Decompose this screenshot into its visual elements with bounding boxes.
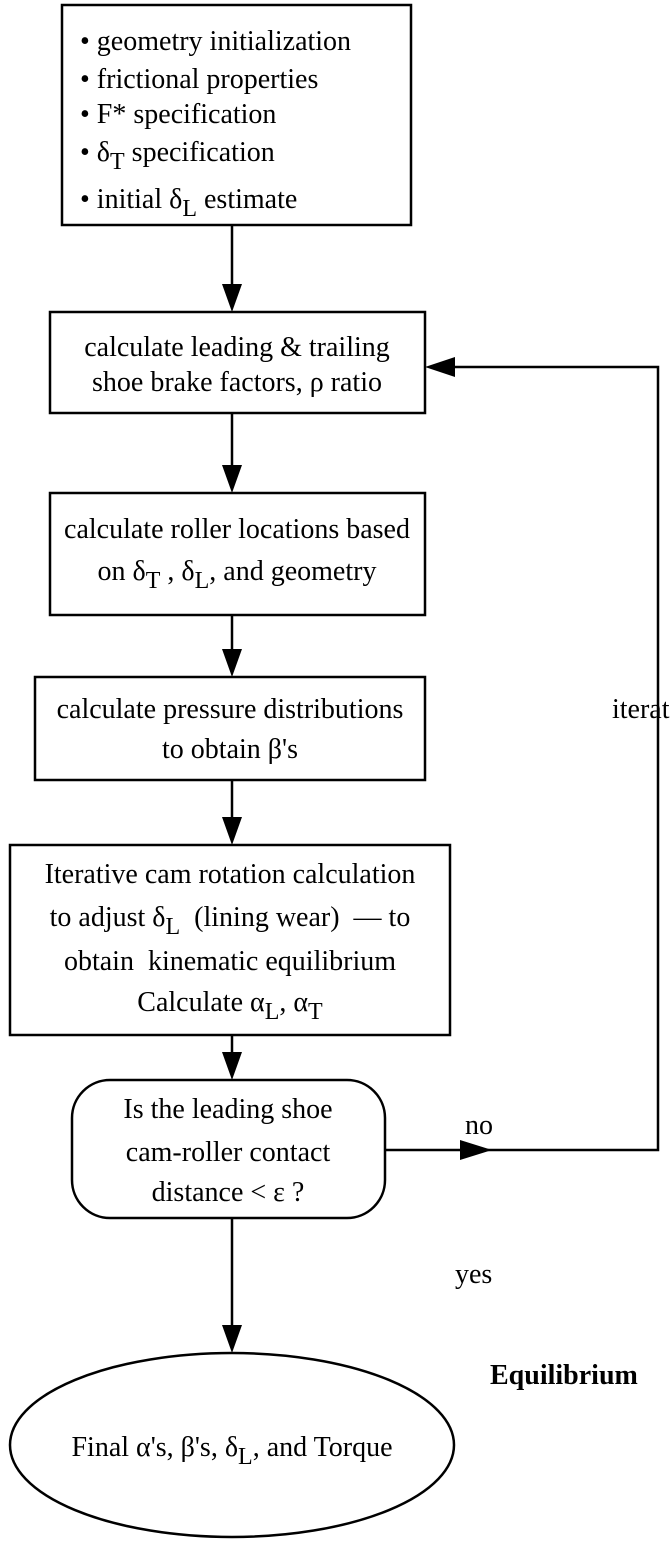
subscript: L: [238, 1444, 253, 1470]
subscript: T: [110, 149, 125, 175]
arrow-head: [222, 1052, 242, 1080]
input-box: [60, 3, 413, 227]
node-text: to obtain β's: [162, 734, 298, 765]
text-run: obtain kinematic equilibrium: [64, 946, 396, 977]
text-run: calculate roller locations based: [64, 514, 410, 545]
loop-line: [385, 365, 660, 1152]
text-run: to obtain β's: [162, 734, 298, 765]
text-run: Iterative cam rotation calculation: [45, 859, 416, 890]
yes-label: yes: [455, 1259, 492, 1290]
no-label: no: [465, 1110, 493, 1141]
process-box: [48, 491, 427, 617]
node-text: • initial δL estimate: [80, 184, 297, 222]
subscript: T: [308, 999, 323, 1025]
node-text: Final α's, β's, δL, and Torque: [71, 1432, 392, 1470]
text-run: Calculate α: [137, 987, 265, 1018]
text-run: • F* specification: [80, 99, 276, 130]
node-text: • geometry initialization: [80, 26, 351, 57]
arrow-head: [222, 465, 242, 493]
text-run: • δ: [80, 137, 110, 168]
subscript: L: [166, 914, 181, 940]
text-run: , and Torque: [253, 1432, 393, 1463]
subscript: L: [182, 196, 197, 222]
node-text: Is the leading shoe: [123, 1094, 332, 1125]
text-run: • initial δ: [80, 184, 182, 215]
text-run: , α: [279, 987, 308, 1018]
text-run: • frictional properties: [80, 64, 318, 95]
text-run: calculate pressure distributions: [57, 694, 404, 725]
node-text: Calculate αL, αT: [137, 987, 323, 1025]
node-text: cam-roller contact: [126, 1137, 331, 1168]
text-run: , and geometry: [209, 556, 376, 587]
node-text: calculate pressure distributions: [57, 694, 404, 725]
node-text: • frictional properties: [80, 64, 318, 95]
node-text: calculate leading & trailing: [84, 332, 390, 363]
text-run: shoe brake factors, ρ ratio: [92, 367, 382, 398]
text-run: to adjust δ: [50, 902, 166, 933]
equilibrium-label: Equilibrium: [490, 1360, 638, 1391]
text-run: estimate: [197, 184, 297, 215]
arrow-head: [460, 1140, 492, 1160]
iterate-label: iterate: [612, 694, 670, 725]
text-run: specification: [125, 137, 275, 168]
node-text: calculate roller locations based: [64, 514, 410, 545]
subscript: T: [146, 568, 161, 594]
node-text: on δT , δL, and geometry: [98, 556, 377, 594]
subscript: L: [195, 568, 210, 594]
text-run: distance < ε ?: [152, 1177, 305, 1208]
process-box: [33, 675, 427, 782]
arrow-head: [425, 357, 455, 377]
node-text: shoe brake factors, ρ ratio: [92, 367, 382, 398]
text-run: Final α's, β's, δ: [71, 1432, 238, 1463]
node-text: • F* specification: [80, 99, 276, 130]
process-box: [48, 310, 427, 415]
node-text: distance < ε ?: [152, 1177, 305, 1208]
text-run: (lining wear) — to: [180, 902, 410, 933]
text-run: Is the leading shoe: [123, 1094, 332, 1125]
node-text: obtain kinematic equilibrium: [64, 946, 396, 977]
text-run: • geometry initialization: [80, 26, 351, 57]
arrow-head: [222, 1325, 242, 1353]
node-text: to adjust δL (lining wear) — to: [50, 902, 411, 940]
text-run: on δ: [98, 556, 146, 587]
text-run: , δ: [160, 556, 194, 587]
process-box: [8, 843, 452, 1037]
arrow-head: [222, 817, 242, 845]
text-run: calculate leading & trailing: [84, 332, 390, 363]
arrow-head: [222, 284, 242, 312]
text-run: cam-roller contact: [126, 1137, 331, 1168]
subscript: L: [265, 999, 280, 1025]
node-text: • δT specification: [80, 137, 275, 175]
arrow-head: [222, 649, 242, 677]
node-text: Iterative cam rotation calculation: [45, 859, 416, 890]
